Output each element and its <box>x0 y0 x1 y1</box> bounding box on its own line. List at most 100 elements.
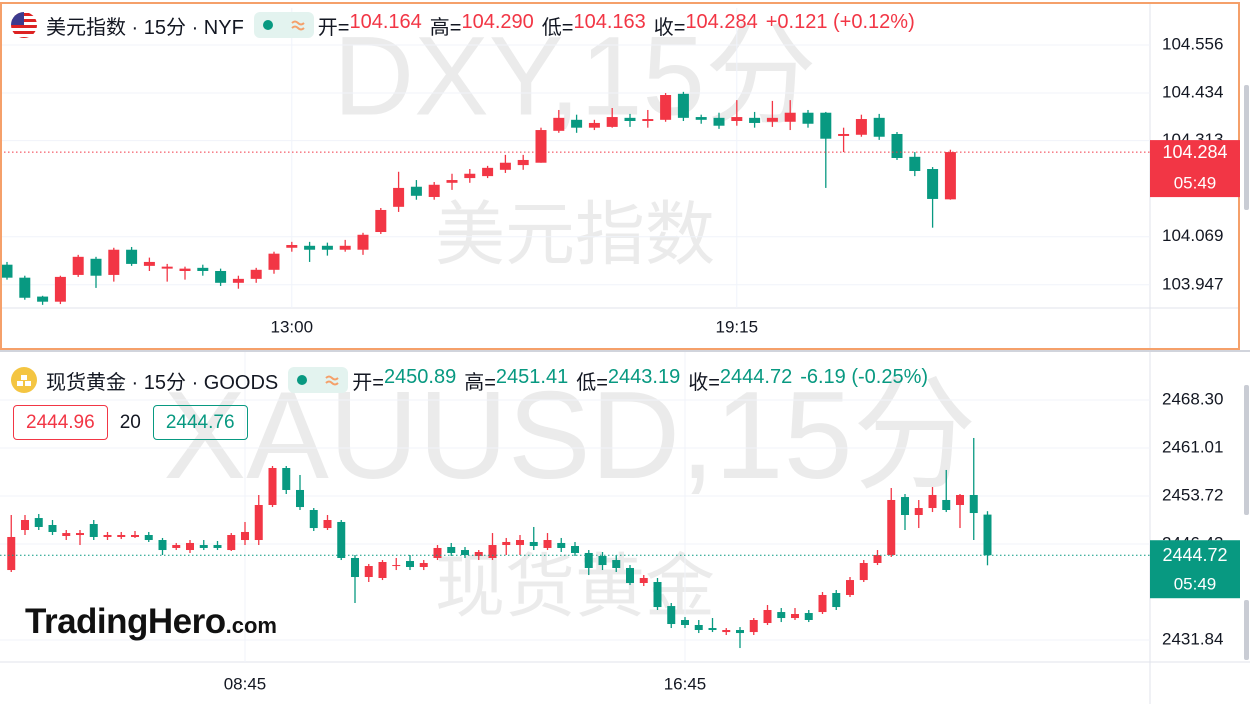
price-tag <box>1150 540 1240 599</box>
candle-body <box>535 130 547 163</box>
candle-body <box>928 494 937 509</box>
candle-body <box>708 628 717 631</box>
candle-body <box>428 184 440 197</box>
price-tag-countdown: 05:49 <box>1174 575 1217 594</box>
candle-body <box>296 489 304 508</box>
candle-body <box>713 117 725 126</box>
candle-body <box>598 556 607 566</box>
candle-body <box>626 567 634 584</box>
candle-body <box>584 552 593 568</box>
candle-body <box>482 167 494 177</box>
status-dot <box>297 375 308 385</box>
legend-key: 开= <box>317 16 350 39</box>
candle-body <box>624 117 636 121</box>
candle-body <box>461 550 469 556</box>
candle-body <box>126 249 138 264</box>
scrollbar <box>1244 85 1249 210</box>
candle-body <box>639 577 648 584</box>
candle-body <box>820 112 832 139</box>
candle-body <box>612 560 621 568</box>
sell-button[interactable]: 2444.96 <box>13 405 108 440</box>
candle-body <box>927 169 939 199</box>
flag-icon <box>11 12 37 38</box>
candle-body <box>103 535 112 537</box>
candle-body <box>433 547 442 558</box>
candle-body <box>76 533 84 536</box>
legend-value: 2451.41 <box>495 365 569 388</box>
candle-body <box>410 186 422 196</box>
x-tick-label: 16:45 <box>664 674 707 693</box>
status-pill[interactable] <box>253 12 314 38</box>
buy-button[interactable]: 2444.76 <box>152 405 248 440</box>
legend-value: 104.164 <box>349 10 422 33</box>
legend-key: 高= <box>464 371 496 394</box>
candle-body <box>62 533 71 536</box>
symbol[interactable]: 现货黄金 · 15分 · GOODS <box>46 371 279 394</box>
price-tag <box>1150 140 1240 198</box>
candle-body <box>516 540 524 546</box>
symbol[interactable]: 美元指数 · 15分 · NYF <box>46 16 244 39</box>
candle-body <box>873 117 885 137</box>
candle-body <box>722 630 731 633</box>
status-pill[interactable] <box>288 367 349 393</box>
candle-body <box>667 606 676 625</box>
y-tick-label: 103.947 <box>1162 274 1223 293</box>
x-tick-label: 13:00 <box>271 317 314 336</box>
watermark-name: 美元指数 <box>435 195 715 273</box>
legend-change: -6.19 (-0.25%) <box>800 365 929 388</box>
candle-body <box>172 545 181 548</box>
candle-body <box>268 253 280 270</box>
price-tag-price: 2444.72 <box>1162 545 1227 565</box>
y-tick-label: 104.069 <box>1162 226 1223 245</box>
candle-body <box>804 613 813 620</box>
y-tick-label: 104.434 <box>1162 83 1223 102</box>
candle-body <box>660 95 672 120</box>
candle-body <box>855 119 867 135</box>
candle-body <box>72 256 84 275</box>
candle-body <box>254 504 263 541</box>
candle-body <box>695 117 707 120</box>
candle-body <box>34 518 43 527</box>
candle-body <box>588 122 600 128</box>
candle-body <box>749 619 758 633</box>
candle-body <box>677 93 689 118</box>
candle-body <box>232 278 244 283</box>
candle-body <box>446 180 458 183</box>
candle-body <box>351 557 359 578</box>
candle-body <box>268 467 277 505</box>
candle-body <box>89 524 98 537</box>
candle-body <box>502 541 511 546</box>
candle-body <box>282 467 291 490</box>
legend-key: 低= <box>576 371 608 394</box>
candle-body <box>447 546 456 553</box>
marks: 103.947104.069104.313104.434104.55613:00… <box>0 8 1223 693</box>
wave-icon <box>291 20 305 31</box>
y-tick-label: 104.556 <box>1162 34 1223 53</box>
candle-body <box>309 509 318 529</box>
candle-body <box>215 270 227 283</box>
legend: 现货黄金 · 15分 · GOODS 开= 2450.89 高= 2451.41 低= 2… <box>10 365 928 395</box>
candle-body <box>19 277 31 298</box>
candle-body <box>250 269 262 279</box>
candle-body <box>339 245 351 250</box>
candle-body <box>969 494 978 514</box>
price-tag-countdown: 05:49 <box>1174 174 1217 193</box>
candle-body <box>736 630 744 634</box>
candle-body <box>213 545 222 548</box>
candle-body <box>364 566 373 578</box>
candle-body <box>499 162 511 170</box>
candle-body <box>227 535 236 551</box>
candle-body <box>529 541 538 547</box>
candle-body <box>406 561 414 568</box>
candle-body <box>357 234 369 250</box>
logo: TradingHero.com <box>25 602 277 642</box>
candle-body <box>21 520 29 531</box>
status-dot <box>262 20 273 30</box>
candle-body <box>763 609 772 624</box>
legend-key: 高= <box>429 16 462 39</box>
candle-body <box>891 133 903 158</box>
candle-body <box>653 582 662 608</box>
y-tick-label: 2461.01 <box>1162 437 1223 456</box>
candle-body <box>838 133 850 136</box>
